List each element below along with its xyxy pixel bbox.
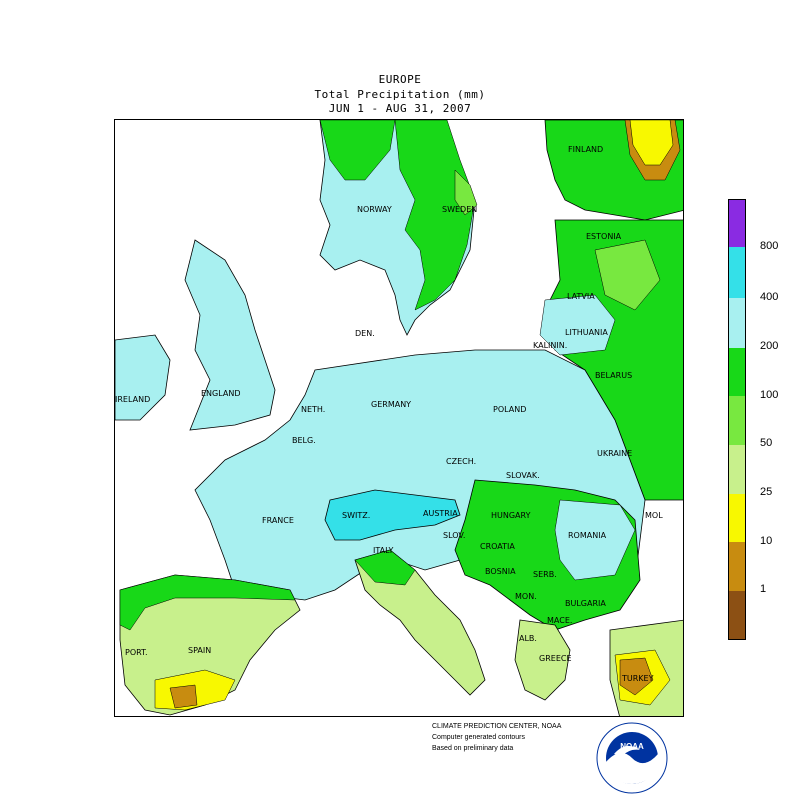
label-croatia: CROATIA	[480, 542, 515, 551]
label-port: PORT.	[125, 648, 148, 657]
label-mon: MON.	[515, 592, 537, 601]
map-title: EUROPE	[378, 73, 422, 86]
region-sweden-light	[454, 169, 478, 216]
legend-label-10: 10	[760, 535, 773, 547]
region-ireland	[115, 334, 171, 421]
region-sweden-green	[394, 120, 476, 311]
legend-swatch-ochre	[729, 542, 745, 591]
label-mol: MOL	[645, 511, 663, 520]
label-france: FRANCE	[262, 516, 294, 525]
label-czech: CZECH.	[446, 457, 476, 466]
legend-swatch-palegreen	[729, 445, 745, 494]
map-canvas: FINLAND NORWAY SWEDEN ESTONIA LATVIA LIT…	[115, 120, 683, 716]
label-slovak: SLOVAK.	[506, 471, 540, 480]
legend-swatch-lightgreen	[729, 396, 745, 445]
label-kalinin: KALININ.	[533, 341, 567, 350]
region-italy	[354, 549, 486, 696]
label-belarus: BELARUS	[595, 371, 632, 380]
region-romania	[554, 499, 636, 581]
label-switz: SWITZ.	[342, 511, 370, 520]
label-italy: ITALY	[373, 546, 393, 555]
legend-label-1: 1	[760, 583, 767, 595]
region-norway-green	[319, 120, 396, 181]
label-finland: FINLAND	[568, 145, 603, 154]
region-lithuania	[539, 294, 616, 356]
precipitation-legend	[728, 199, 746, 640]
label-bulgaria: BULGARIA	[565, 599, 606, 608]
map-period: JUN 1 - AUG 31, 2007	[328, 102, 472, 115]
legend-label-25: 25	[760, 486, 773, 498]
label-turkey: TURKEY	[621, 674, 654, 683]
legend-swatch-cyan	[729, 247, 745, 298]
credit-line-1: CLIMATE PREDICTION CENTER, NOAA	[432, 723, 562, 730]
label-ukraine: UKRAINE	[597, 449, 632, 458]
label-belg: BELG.	[292, 436, 316, 445]
region-turkey-brown	[619, 657, 654, 696]
label-england: ENGLAND	[201, 389, 241, 398]
region-finland-yellow	[629, 120, 674, 166]
legend-swatch-purple	[729, 200, 745, 247]
credit-line-2: Computer generated contours	[432, 734, 525, 741]
region-alps	[324, 489, 461, 541]
precipitation-map: FINLAND NORWAY SWEDEN ESTONIA LATVIA LIT…	[114, 119, 684, 717]
region-iberia-north	[119, 574, 296, 631]
credit-line-3: Based on preliminary data	[432, 745, 514, 752]
label-slov: SLOV.	[443, 531, 465, 540]
noaa-logo: NOAA	[596, 722, 668, 794]
legend-label-100: 100	[760, 389, 779, 401]
label-poland: POLAND	[493, 405, 526, 414]
label-germany: GERMANY	[371, 400, 411, 409]
region-baltics-light	[594, 239, 661, 311]
label-spain: SPAIN	[188, 646, 211, 655]
label-hungary: HUNGARY	[491, 511, 531, 520]
label-greece: GREECE	[539, 654, 572, 663]
map-subtitle: Total Precipitation (mm)	[314, 88, 486, 101]
legend-label-800: 800	[760, 240, 779, 252]
label-estonia: ESTONIA	[586, 232, 622, 241]
label-serb: SERB.	[533, 570, 557, 579]
legend-label-400: 400	[760, 291, 779, 303]
label-lithuania: LITHUANIA	[565, 328, 608, 337]
label-bosnia: BOSNIA	[485, 567, 516, 576]
region-iberia-brown	[169, 684, 198, 709]
noaa-logo-text: NOAA	[620, 742, 644, 751]
label-latvia: LATVIA	[567, 292, 595, 301]
label-den: DEN.	[355, 329, 375, 338]
region-greece	[514, 619, 571, 701]
legend-label-200: 200	[760, 340, 779, 352]
label-alb: ALB.	[519, 634, 537, 643]
legend-swatch-lightcyan	[729, 298, 745, 348]
label-austria: AUSTRIA	[423, 509, 458, 518]
region-italy-north	[354, 549, 416, 586]
legend-label-50: 50	[760, 437, 773, 449]
legend-swatch-brown	[729, 591, 745, 639]
label-mace: MACE.	[547, 616, 572, 625]
label-sweden: SWEDEN	[442, 205, 477, 214]
legend-swatch-yellow	[729, 494, 745, 542]
legend-swatch-green	[729, 348, 745, 396]
region-great-britain	[184, 239, 276, 431]
label-norway: NORWAY	[357, 205, 392, 214]
label-romania: ROMANIA	[568, 531, 607, 540]
label-neth: NETH.	[301, 405, 325, 414]
label-ireland: IRELAND	[115, 395, 150, 404]
